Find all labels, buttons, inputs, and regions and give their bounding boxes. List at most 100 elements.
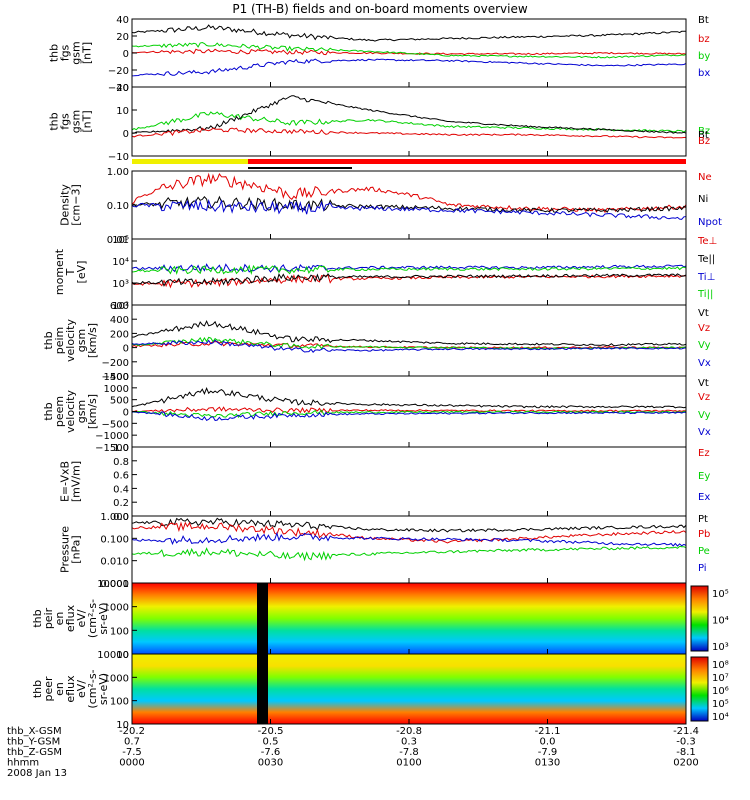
footer-value: -7.5	[122, 747, 142, 758]
panel-fgs-gsm: 40 20 0 −20 −40 thbfgsgsm[nT] Bt bz by bx	[48, 15, 711, 94]
y-axis-label-line: velocity	[64, 319, 77, 362]
panel-frame	[131, 515, 687, 584]
panel-plot	[132, 320, 686, 353]
y-axis-label-line: velocity	[64, 390, 77, 433]
spectrogram-data-gap	[257, 583, 268, 654]
y-tick-label: 0.100	[100, 534, 129, 545]
y-axis-label-line: fgs	[59, 44, 72, 61]
y-tick-label: −500	[102, 419, 129, 430]
y-axis-label: E=-VxB[mV/m]	[59, 461, 83, 502]
y-tick-label: 10⁴	[112, 257, 129, 268]
colorbar-peir-spectrogram	[691, 586, 708, 651]
panels: 40200−20−40thbfgsgsm[nT]Btbzbybx20100−10…	[31, 15, 729, 731]
y-tick-label: 10	[116, 106, 129, 117]
y-axis-label-line: thb	[31, 680, 44, 698]
y-axis-label-line: thb	[48, 112, 61, 130]
series-peem-velocity-vx-3	[132, 411, 686, 421]
footer-row-label: thb_Y-GSM	[7, 737, 60, 748]
series-density-ni-1	[132, 195, 686, 214]
panel-efield: 1.0 0.8 0.6 0.4 0.2 0.0 E=-VxB[mV/m] Ez Ey Ex	[59, 443, 711, 523]
y-axis-label-line: gsm	[70, 110, 83, 133]
colorbar-frame	[690, 656, 709, 722]
legend-efield-item: Ez	[698, 448, 710, 459]
legend-peim-velocity-item: Vt	[698, 308, 709, 319]
y-tick-label: 10000	[97, 579, 129, 590]
legend-fgs-gsm-zoom-item: Bz	[698, 126, 710, 137]
series-density-npot-2	[132, 198, 686, 220]
y-tick-label: 0.8	[113, 457, 129, 468]
footer-value: -20.2	[119, 726, 145, 737]
y-axis-label-line: peem	[53, 396, 66, 427]
y-axis-label-line: peer	[42, 676, 55, 702]
legend-pressure-item: Pe	[698, 546, 710, 557]
series-peem-velocity-vy-2	[132, 409, 686, 419]
y-axis-label-line: (cm²-s-	[86, 599, 99, 638]
panel-pressure: 1.000 0.100 0.010 0.001 Pressure[nPa] Pt Pb Pe P…	[59, 512, 711, 590]
y-tick-label: 0.4	[113, 484, 129, 495]
series-pressure-pi-3	[132, 531, 686, 547]
y-axis-label-line: moment	[53, 248, 66, 295]
legend-temperature-item: Te⊥	[697, 236, 717, 247]
panel-density: 1.00 0.10 0.01 Density[cm−3] Ne Ni Npot	[59, 167, 722, 246]
y-tick-label: 20	[116, 32, 129, 43]
series-fgs-gsm-bt-0	[132, 24, 686, 42]
y-tick-label: 10	[116, 720, 129, 731]
y-tick-label: −400	[102, 372, 129, 383]
y-tick-label: 0	[123, 344, 129, 355]
footer-value: -8.1	[676, 747, 696, 758]
y-tick-label: −10	[108, 152, 129, 163]
footer-row-label: thb_Z-GSM	[7, 747, 62, 758]
panel-plot	[132, 263, 686, 289]
legend-peim-velocity-item: Vy	[698, 340, 711, 351]
y-axis-label-line: [cm−3]	[70, 184, 83, 226]
y-axis-label: thbpeerenefluxeV/(cm²-s-sr-eV)	[31, 669, 110, 708]
y-tick-label: 100	[110, 697, 129, 708]
legend-temperature-item: Te||	[697, 254, 715, 265]
quality-flag-black	[248, 167, 352, 169]
series-pressure-pb-1	[132, 521, 686, 544]
footer-value: 0200	[673, 758, 698, 769]
y-tick-label: −40	[108, 83, 129, 94]
y-tick-label: −1000	[95, 431, 129, 442]
footer-value: -20.8	[396, 726, 422, 737]
y-axis-label: thbfgsgsm[nT]	[48, 41, 94, 64]
colorbar-frame	[690, 585, 709, 652]
y-tick-label: −200	[102, 358, 129, 369]
footer-value: 0000	[119, 758, 144, 769]
y-tick-label: 10³	[112, 279, 129, 290]
y-axis-label: momentT[eV]	[53, 248, 88, 295]
panel-plot	[132, 24, 686, 77]
y-tick-label: −1500	[95, 443, 129, 454]
y-tick-label: 0.10	[107, 201, 129, 212]
legend-peim-velocity-item: Vx	[698, 358, 711, 369]
y-axis-label-line: [nT]	[81, 110, 94, 132]
y-axis-label-line: E=-VxB	[59, 461, 72, 502]
y-axis-label-line: gsm	[75, 329, 88, 352]
footer-value: 0.7	[124, 737, 140, 748]
series-fgs-gsm-zoom-bz-0	[132, 111, 686, 133]
y-tick-label: −20	[108, 66, 129, 77]
y-tick-label: 0	[123, 49, 129, 60]
y-axis-label: thbpeimvelocitygsm[km/s]	[42, 319, 99, 362]
footer-row-label: thb_X-GSM	[7, 726, 62, 737]
colorbar-tick-label: 10⁴	[712, 712, 729, 723]
y-axis-label-line: peim	[53, 327, 66, 355]
legend-fgs-gsm-item: Bt	[698, 15, 709, 26]
legend-pressure-item: Pb	[698, 529, 710, 540]
footer-value: -7.8	[399, 747, 419, 758]
y-axis-label-line: sr-eV)	[97, 673, 110, 705]
y-axis-label-line: gsm	[75, 400, 88, 423]
panel-plot	[132, 387, 686, 421]
spectrogram-data-gap	[257, 654, 268, 724]
y-axis-label-line: thb	[42, 331, 55, 349]
footer-row-label: hhmm	[7, 758, 39, 769]
panel-frame	[131, 446, 687, 517]
colorbar-tick-label: 10⁵	[712, 589, 729, 600]
y-axis-label: thbfgsgsm[nT]	[48, 110, 94, 133]
y-axis-label-line: [km/s]	[86, 323, 99, 358]
legend-efield-item: Ex	[698, 492, 710, 503]
y-tick-label: 1000	[104, 384, 129, 395]
y-tick-label: 10	[116, 650, 129, 661]
